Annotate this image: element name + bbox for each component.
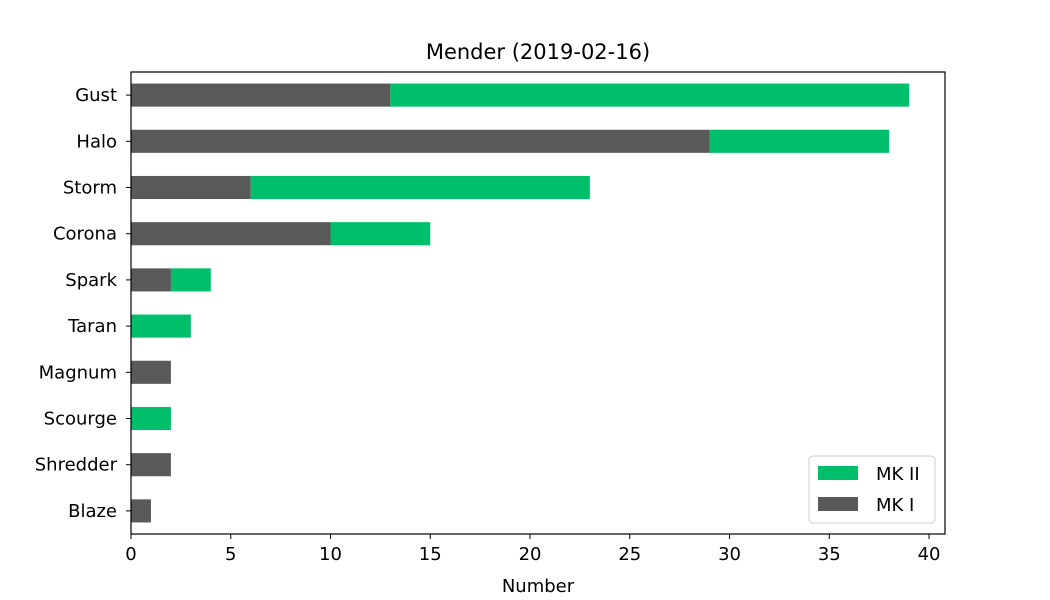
bar-spark-mk-i [131, 268, 171, 292]
y-tick-label: Halo [76, 131, 117, 152]
y-tick-label: Taran [67, 316, 117, 337]
legend: MK II MK I [808, 455, 936, 524]
bar-magnum-mk-i [131, 360, 171, 384]
x-tick-label: 30 [718, 544, 741, 565]
y-tick-label: Magnum [39, 362, 117, 383]
legend-swatch-mk-ii [818, 466, 858, 480]
x-axis-label: Number [502, 576, 575, 597]
chart-title: Mender (2019-02-16) [426, 40, 650, 64]
bar-scourge-mk-ii [131, 406, 171, 431]
bar-taran-mk-ii [131, 314, 191, 338]
x-tick-label: 0 [125, 544, 136, 565]
plot-frame [130, 71, 946, 535]
legend-label: MK II [876, 464, 920, 485]
y-tick-label: Spark [65, 270, 117, 291]
bar-spark-mk-ii [170, 268, 211, 292]
y-tick-label: Gust [75, 85, 117, 106]
y-tick-label: Shredder [35, 455, 118, 476]
x-tick-label: 5 [225, 544, 236, 565]
bar-storm-mk-ii [250, 175, 590, 200]
y-axis: Gust Halo Storm Corona Spark Taran Magnum Scour… [35, 85, 131, 522]
bar-halo-mk-ii [709, 129, 890, 153]
x-axis: 0 5 10 15 20 25 30 35 40 [125, 534, 940, 565]
y-tick-label: Corona [53, 224, 117, 245]
bar-shredder-mk-i [131, 453, 171, 477]
bar-corona-mk-i [131, 222, 331, 246]
bar-gust-mk-ii [390, 83, 910, 107]
x-tick-label: 10 [319, 544, 342, 565]
legend-swatch-mk-i [818, 497, 858, 511]
x-tick-label: 40 [918, 544, 941, 565]
x-tick-label: 20 [519, 544, 542, 565]
x-tick-label: 15 [419, 544, 442, 565]
bars-group [131, 83, 910, 523]
legend-label: MK I [876, 495, 914, 516]
y-tick-label: Scourge [44, 409, 117, 430]
bar-storm-mk-i [131, 175, 251, 200]
bar-corona-mk-ii [330, 222, 431, 246]
y-tick-label: Storm [63, 178, 117, 199]
bar-gust-mk-i [131, 83, 391, 107]
bar-blaze-mk-i [131, 499, 151, 523]
x-tick-label: 25 [618, 544, 641, 565]
x-tick-label: 35 [818, 544, 841, 565]
y-tick-label: Blaze [68, 501, 117, 522]
bar-halo-mk-i [131, 129, 710, 153]
